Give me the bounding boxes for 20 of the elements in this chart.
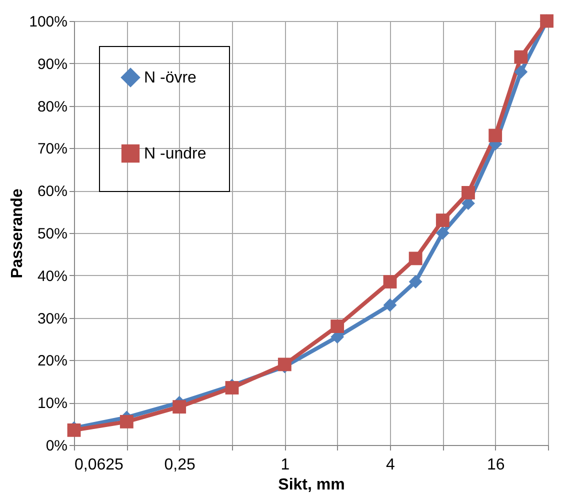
x-tick-label: 0,0625 bbox=[74, 456, 124, 474]
x-tick-label: 0,25 bbox=[164, 456, 196, 474]
y-tick-label: 0% bbox=[46, 438, 68, 454]
x-tick-label: 4 bbox=[386, 456, 396, 474]
y-tick-label: 60% bbox=[37, 183, 68, 200]
x-tick-label: 16 bbox=[486, 456, 505, 474]
legend-label: N -undre bbox=[144, 146, 206, 162]
y-tick-label: 20% bbox=[37, 352, 68, 370]
y-tick-label: 80% bbox=[37, 98, 68, 116]
y-tick-label: 50% bbox=[37, 226, 68, 242]
y-tick-label: 30% bbox=[37, 310, 68, 328]
y-tick-label: 40% bbox=[37, 268, 68, 285]
y-tick-label: 100% bbox=[29, 14, 68, 30]
legend-label: N -övre bbox=[144, 70, 197, 86]
x-tick-label: 1 bbox=[280, 456, 290, 474]
x-axis-title: Sikt, mm bbox=[278, 476, 345, 494]
y-axis-title: Passerande bbox=[9, 188, 26, 278]
y-tick-label: 10% bbox=[37, 395, 68, 412]
y-tick-label: 90% bbox=[37, 56, 68, 73]
y-tick-label: 70% bbox=[37, 140, 68, 158]
